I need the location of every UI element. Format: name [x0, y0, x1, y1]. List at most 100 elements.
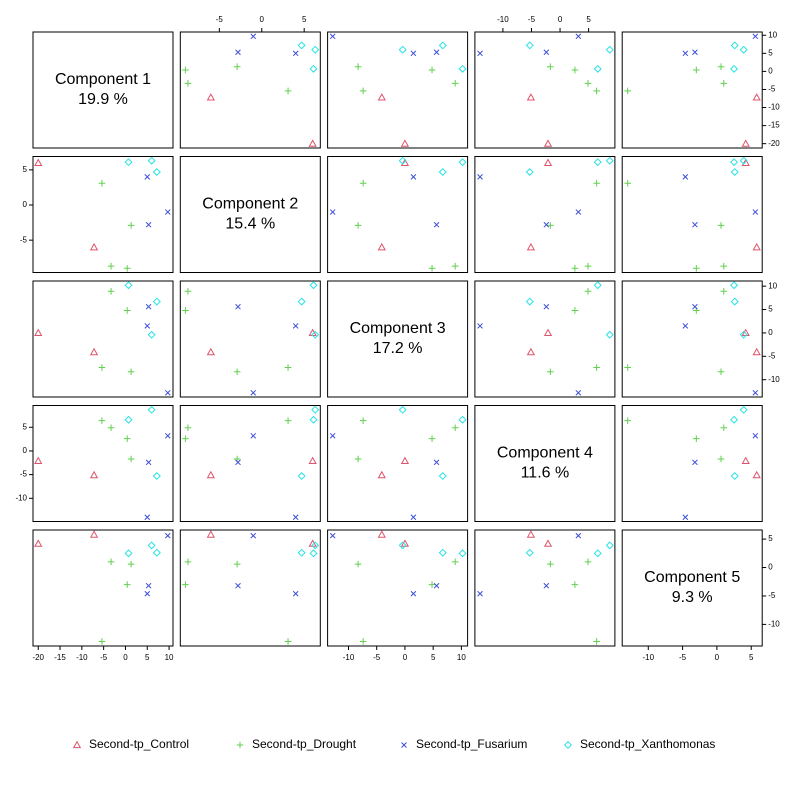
- x-tick-label: -5: [679, 653, 687, 662]
- point: [292, 50, 299, 57]
- point: [682, 50, 689, 57]
- y-tick-label: -5: [768, 85, 776, 94]
- point: [329, 432, 336, 439]
- point: [752, 389, 759, 396]
- point: [433, 221, 440, 228]
- point: [329, 532, 336, 539]
- y-tick-label: -5: [20, 470, 28, 479]
- point: [152, 297, 161, 306]
- point: [206, 530, 215, 538]
- point: [98, 638, 106, 645]
- point: [297, 297, 306, 306]
- y-tick-label: -15: [768, 121, 780, 130]
- point: [693, 435, 700, 442]
- point: [127, 560, 135, 568]
- point: [292, 514, 299, 521]
- point: [543, 221, 550, 228]
- point: [428, 435, 436, 442]
- panel-frame: [327, 156, 469, 273]
- x-tick-label: 5: [586, 15, 591, 24]
- point: [284, 417, 292, 424]
- component-name: Component 5: [644, 569, 740, 586]
- point: [124, 281, 133, 290]
- point: [593, 281, 602, 290]
- point: [547, 560, 554, 568]
- x-tick-label: 0: [123, 653, 128, 662]
- point: [543, 49, 550, 56]
- point: [730, 64, 739, 73]
- point: [144, 323, 151, 329]
- point: [147, 156, 156, 165]
- y-tick-label: 0: [768, 66, 773, 75]
- point: [624, 364, 631, 371]
- point: [410, 50, 417, 57]
- point: [34, 158, 43, 166]
- point: [593, 158, 602, 167]
- y-tick-label: 5: [23, 422, 28, 431]
- point: [575, 389, 582, 396]
- point: [624, 87, 631, 95]
- legend-marker: [72, 740, 82, 749]
- point: [206, 470, 215, 479]
- point: [147, 405, 156, 414]
- point: [107, 424, 115, 432]
- point: [235, 459, 241, 466]
- point: [543, 539, 553, 547]
- point: [354, 63, 362, 70]
- point: [164, 209, 171, 215]
- point: [182, 435, 189, 442]
- point: [152, 548, 161, 557]
- point: [720, 262, 728, 270]
- panel-frame: [179, 31, 321, 149]
- point: [730, 415, 739, 424]
- point: [107, 287, 115, 295]
- point: [584, 262, 592, 270]
- point: [433, 459, 440, 466]
- point: [692, 49, 698, 56]
- point: [526, 93, 536, 101]
- legend-marker: [563, 740, 573, 750]
- point: [144, 590, 151, 597]
- point: [398, 541, 407, 550]
- y-tick-label: 0: [768, 563, 773, 572]
- point: [593, 64, 602, 73]
- point: [451, 558, 459, 566]
- point: [359, 417, 367, 424]
- point: [34, 328, 43, 337]
- panel-frame: [621, 280, 763, 398]
- point: [692, 303, 698, 310]
- point: [145, 221, 152, 228]
- point: [311, 541, 320, 550]
- point: [206, 347, 215, 356]
- x-tick-label: -20: [32, 653, 44, 662]
- panel-frame: [32, 405, 174, 522]
- point: [605, 541, 614, 550]
- point: [525, 167, 534, 176]
- point: [400, 158, 410, 166]
- point: [693, 264, 700, 272]
- point: [717, 63, 725, 70]
- x-tick-label: -10: [497, 15, 509, 24]
- component-name: Component 2: [202, 196, 298, 213]
- point: [89, 470, 99, 479]
- y-tick-label: 5: [768, 48, 773, 57]
- panel-frame: [179, 280, 321, 398]
- point: [311, 45, 320, 54]
- x-tick-label: 0: [260, 15, 265, 24]
- point: [309, 549, 318, 558]
- point: [152, 167, 161, 176]
- point: [145, 459, 152, 466]
- point: [477, 590, 483, 597]
- x-tick-label: 5: [749, 653, 754, 662]
- point: [720, 80, 728, 87]
- panel-frame: [474, 156, 616, 273]
- point: [124, 158, 133, 167]
- point: [730, 167, 739, 176]
- point: [233, 560, 241, 568]
- point: [571, 581, 579, 588]
- point: [730, 158, 739, 167]
- x-tick-label: -15: [54, 653, 66, 662]
- point: [284, 638, 292, 645]
- point: [145, 303, 152, 310]
